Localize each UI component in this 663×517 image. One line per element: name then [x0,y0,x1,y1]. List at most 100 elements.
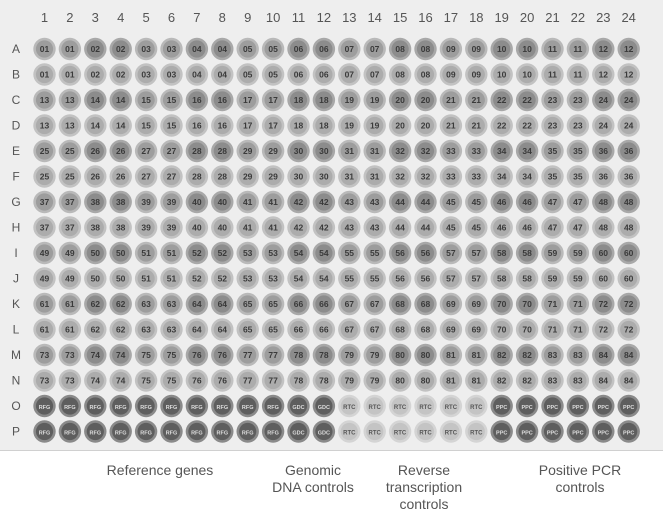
well: 83 [541,343,564,367]
column-label: 20 [520,10,534,25]
well-label: 54 [319,248,329,258]
well-label: 74 [116,376,126,386]
well: PPC [592,420,615,443]
well: 37 [58,216,82,239]
well-label: 84 [624,376,634,386]
well-label: RTC [470,431,483,437]
well-label: 79 [370,376,380,386]
well: 71 [541,292,564,316]
well: 39 [160,216,183,239]
well-label: 63 [167,325,177,335]
well-label: 37 [65,223,75,233]
well: 36 [592,165,615,188]
well: 27 [160,165,183,188]
well: 20 [414,114,437,137]
well: 08 [414,37,437,61]
well-label: 67 [370,325,380,335]
well-label: 35 [548,146,558,156]
well: 45 [439,190,463,214]
well: 10 [515,37,539,61]
well-label: 57 [472,274,482,284]
well-label: 60 [624,248,634,258]
well-label: 02 [116,44,126,54]
well: 13 [33,88,56,112]
well: 21 [465,114,488,137]
well-label: 07 [370,70,380,80]
well: 62 [109,292,132,316]
well: 59 [541,267,564,290]
well: PPC [566,420,590,443]
well: 26 [109,139,132,163]
well: 47 [541,190,564,214]
well-label: 45 [472,197,482,207]
well: 04 [185,63,209,86]
well: 18 [312,114,336,137]
well-label: 11 [548,44,557,54]
well-label: PPC [521,431,532,437]
well: 32 [414,139,437,163]
well-label: 50 [116,248,126,258]
well-label: 06 [319,44,329,54]
well-label: 76 [192,350,202,360]
well-label: 67 [345,325,355,335]
well: 36 [617,165,640,188]
column-label: 6 [168,10,175,25]
well: 42 [287,190,310,214]
well: 35 [566,139,590,163]
well-label: 67 [370,299,380,309]
well-label: RFG [216,431,228,437]
well-label: RFG [89,431,101,437]
well: 55 [363,267,386,290]
well-label: 37 [40,197,50,207]
well-label: 58 [522,274,532,284]
well-label: 33 [472,172,482,182]
well: 30 [287,165,310,188]
well: 43 [338,216,361,239]
well-label: 76 [218,376,228,386]
well: 57 [439,267,463,290]
well-label: 54 [294,274,304,284]
well-label: 81 [446,350,456,360]
well: 63 [134,318,158,341]
well: 54 [287,241,310,265]
well-label: 57 [446,248,456,258]
well-label: 17 [243,121,253,131]
well-label: PPC [496,431,507,437]
well: 28 [185,165,209,188]
well-label: 54 [319,274,329,284]
well-label: RFG [242,405,254,411]
well: RTC [388,420,412,443]
well-label: 06 [319,70,329,80]
well-label: 18 [319,121,329,131]
well: 32 [388,165,412,188]
column-label: 3 [92,10,99,25]
well-label: 38 [116,223,126,233]
well: 22 [490,114,513,137]
well-label: 42 [319,197,329,207]
well-label: 09 [472,44,482,54]
well-label: 45 [446,197,456,207]
well: 49 [58,267,82,290]
well-label: 02 [116,70,126,80]
well-label: RFG [39,431,51,437]
well-label: 80 [395,350,405,360]
row-label: M [11,348,21,362]
well: 07 [363,37,386,61]
well-label: GDC [292,405,304,411]
well: 21 [439,114,463,137]
well-label: 74 [91,376,101,386]
well-label: 48 [624,197,634,207]
well-label: 82 [497,376,507,386]
well: 82 [490,369,513,392]
well: 11 [541,63,564,86]
well: 45 [439,216,463,239]
well: 07 [338,63,361,86]
well-label: 50 [116,274,126,284]
well-label: 84 [624,350,634,360]
well: 29 [236,139,259,163]
well: 56 [388,241,412,265]
well-label: 44 [395,197,405,207]
well-label: 44 [395,223,405,233]
well: PPC [566,394,590,418]
well: 62 [109,318,132,341]
